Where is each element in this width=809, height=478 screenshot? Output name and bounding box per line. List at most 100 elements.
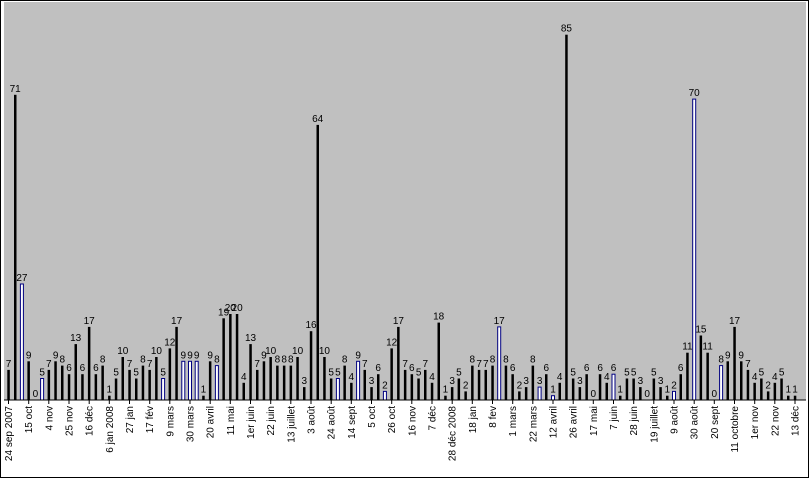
bar-value-label: 2 xyxy=(671,380,677,391)
x-tick-label: 27 jan xyxy=(125,406,136,433)
bar-value-label: 3 xyxy=(638,376,644,387)
bar-value-label: 9 xyxy=(194,350,200,361)
x-tick-label: 13 juillet xyxy=(286,406,297,443)
bar xyxy=(746,369,750,400)
bar xyxy=(598,374,602,400)
bar xyxy=(194,360,199,401)
bar-value-label: 64 xyxy=(312,114,324,125)
bar-value-label: 27 xyxy=(16,273,28,284)
bar-value-label: 17 xyxy=(393,316,405,327)
bar-value-label: 7 xyxy=(254,359,260,370)
bar-value-label: 3 xyxy=(537,376,543,387)
x-tick-label: 11 mai xyxy=(226,406,237,435)
bar xyxy=(773,382,777,400)
bar-value-label: 6 xyxy=(584,363,590,374)
bar-value-label: 1 xyxy=(107,385,113,396)
bar xyxy=(585,374,588,400)
x-tick-label: 9 août xyxy=(670,406,681,434)
bar-value-label: 4 xyxy=(241,372,247,383)
bar xyxy=(155,357,158,400)
x-tick-label: 12 avril xyxy=(549,406,560,438)
bar-value-label: 6 xyxy=(544,363,550,374)
bar-value-label: 4 xyxy=(557,372,563,383)
x-tick-label: 24 sep 2007 xyxy=(4,406,15,461)
bar xyxy=(430,382,434,400)
bar xyxy=(47,369,51,400)
bar xyxy=(343,365,346,400)
x-tick-label: 18 jan xyxy=(468,406,479,433)
bar xyxy=(256,369,259,400)
bar xyxy=(74,344,77,400)
x-tick-label: 30 août xyxy=(690,406,701,440)
bar xyxy=(558,382,561,400)
bar-value-label: 6 xyxy=(510,363,516,374)
bar-value-label: 1 xyxy=(201,385,207,396)
bar xyxy=(571,378,575,400)
bar xyxy=(121,357,124,400)
bar xyxy=(67,374,71,400)
x-tick-label: 22 nov xyxy=(770,406,781,436)
bar-value-label: 71 xyxy=(10,84,22,95)
bar-value-label: 3 xyxy=(658,376,664,387)
bar-value-label: 2 xyxy=(765,380,771,391)
x-tick-label: 7 juin xyxy=(609,406,620,430)
bar xyxy=(329,378,333,400)
bar-value-label: 1 xyxy=(665,385,671,396)
bar-value-label: 7 xyxy=(476,359,482,370)
bar xyxy=(491,365,494,400)
bar xyxy=(611,373,616,401)
bar-value-label: 7 xyxy=(46,359,52,370)
bar-value-label: 8 xyxy=(214,355,220,366)
bar xyxy=(531,365,535,400)
bar-value-label: 1 xyxy=(443,385,449,396)
bar-value-label: 8 xyxy=(288,355,294,366)
bar xyxy=(363,369,366,400)
bar-value-label: 4 xyxy=(429,372,435,383)
bar-value-label: 9 xyxy=(355,350,361,361)
bar-value-label: 8 xyxy=(718,355,724,366)
bar-value-label: 5 xyxy=(113,368,119,379)
bar xyxy=(457,378,461,400)
bar-value-label: 16 xyxy=(305,320,317,331)
bar xyxy=(619,395,622,400)
bar-value-label: 0 xyxy=(33,389,39,400)
bar xyxy=(222,318,225,400)
bar-value-label: 5 xyxy=(133,368,139,379)
x-tick-label: 28 juin xyxy=(629,406,640,435)
bar-value-label: 17 xyxy=(84,316,96,327)
bar xyxy=(578,387,582,400)
bar-value-label: 9 xyxy=(725,350,731,361)
bar-value-label: 8 xyxy=(275,355,281,366)
x-tick-label: 22 mars xyxy=(528,406,539,442)
bar-value-label: 9 xyxy=(187,350,193,361)
x-tick-label: 11 octobre xyxy=(730,406,741,453)
bar xyxy=(437,322,440,400)
x-tick-label: 26 avril xyxy=(569,406,580,438)
bar xyxy=(605,382,608,400)
bar xyxy=(181,360,186,401)
bar-value-label: 15 xyxy=(695,325,707,336)
bar-value-label: 1 xyxy=(786,385,792,396)
bar xyxy=(87,326,91,400)
bar xyxy=(114,378,118,400)
bar xyxy=(511,374,514,400)
bar xyxy=(377,374,380,400)
bar-value-label: 10 xyxy=(265,346,277,357)
bar-value-label: 5 xyxy=(570,368,576,379)
bar-value-label: 7 xyxy=(423,359,429,370)
bar xyxy=(686,352,689,400)
bar xyxy=(229,314,232,400)
x-tick-label: 1 mars xyxy=(508,406,519,437)
bar-value-label: 10 xyxy=(292,346,304,357)
bar xyxy=(108,395,111,400)
x-tick-label: 25 nov xyxy=(65,406,76,436)
bar-value-label: 0 xyxy=(591,389,597,400)
x-tick-label: 28 déc 2008 xyxy=(448,406,459,461)
x-tick-label: 9 mars xyxy=(165,406,176,437)
bar xyxy=(733,326,736,400)
bar xyxy=(303,387,306,400)
bar xyxy=(202,395,205,400)
x-tick-label: 13 déc xyxy=(791,406,802,436)
bar xyxy=(639,387,642,400)
x-tick-label: 5 oct xyxy=(367,406,378,428)
